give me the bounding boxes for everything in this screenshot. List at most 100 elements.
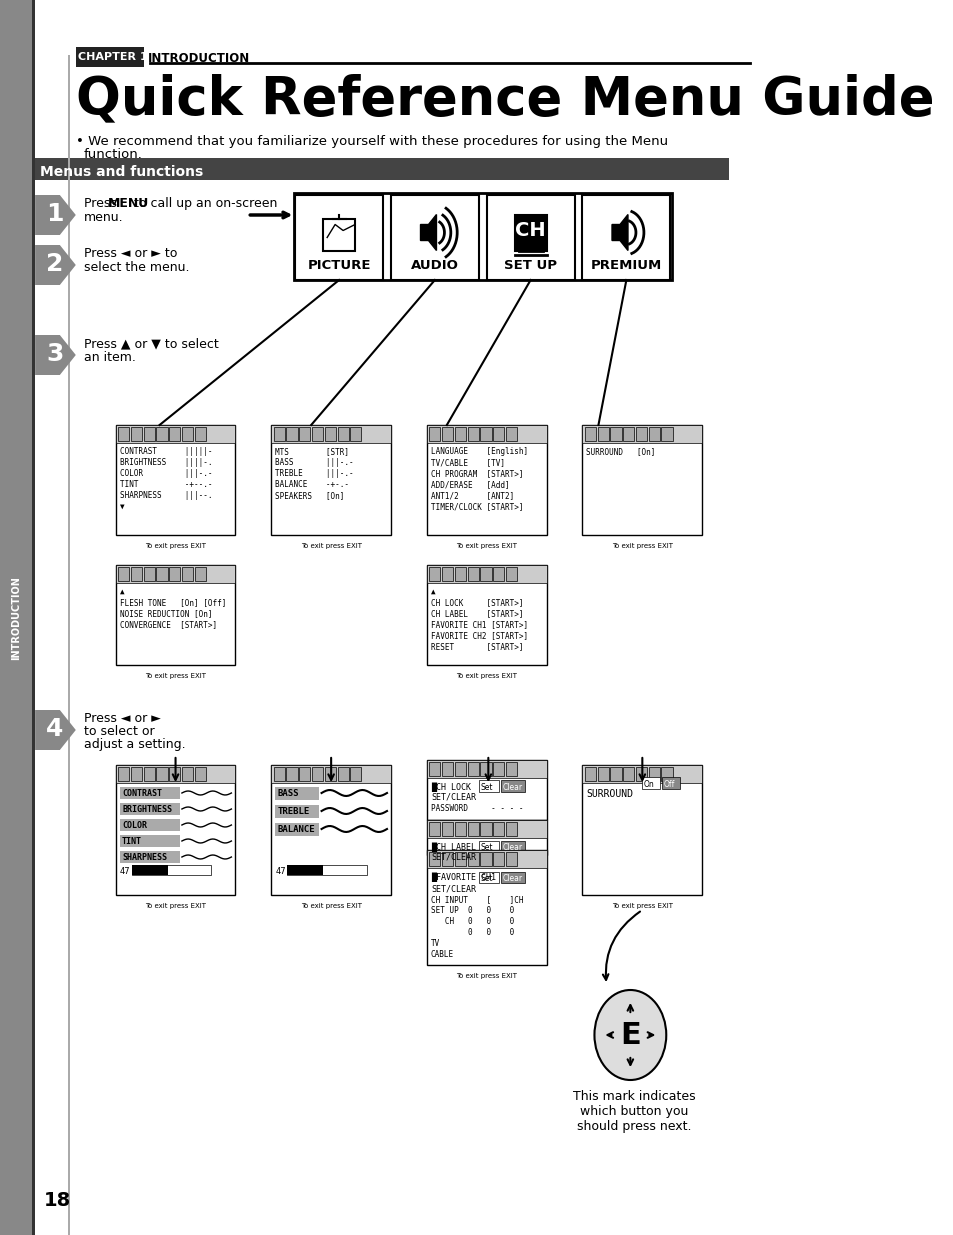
Bar: [505, 762, 517, 776]
Bar: [312, 767, 323, 781]
Text: SET/CLEAR: SET/CLEAR: [431, 884, 476, 893]
Text: MTS        [STR]: MTS [STR]: [275, 447, 349, 456]
Text: 2: 2: [47, 252, 64, 275]
Text: MENU: MENU: [108, 198, 149, 210]
Text: FLESH TONE   [On] [Off]: FLESH TONE [On] [Off]: [119, 598, 226, 606]
Bar: [294, 193, 671, 280]
Bar: [648, 427, 659, 441]
Circle shape: [594, 990, 665, 1079]
Text: COLOR: COLOR: [122, 821, 147, 830]
Text: On: On: [643, 781, 654, 789]
Bar: [505, 427, 517, 441]
Bar: [636, 427, 646, 441]
Bar: [582, 764, 701, 895]
Bar: [597, 427, 608, 441]
Text: CH: CH: [515, 221, 545, 240]
Bar: [144, 567, 154, 580]
Bar: [350, 767, 361, 781]
Text: ADD/ERASE   [Add]: ADD/ERASE [Add]: [431, 480, 509, 489]
Bar: [118, 767, 129, 781]
Bar: [582, 764, 701, 783]
Bar: [426, 760, 546, 778]
Bar: [131, 427, 142, 441]
Bar: [115, 425, 235, 443]
Bar: [610, 767, 621, 781]
Text: To exit press EXIT: To exit press EXIT: [456, 973, 517, 979]
Bar: [480, 852, 491, 866]
Text: an item.: an item.: [84, 351, 135, 364]
Bar: [597, 767, 608, 781]
Text: 0   0    0: 0 0 0: [431, 927, 514, 937]
Bar: [182, 427, 193, 441]
Text: To exit press EXIT: To exit press EXIT: [611, 543, 672, 550]
Text: TINT: TINT: [122, 837, 142, 846]
Bar: [182, 767, 193, 781]
Bar: [480, 762, 491, 776]
Bar: [493, 852, 504, 866]
Bar: [429, 567, 440, 580]
Text: AUDIO: AUDIO: [411, 259, 458, 272]
Bar: [274, 767, 285, 781]
Bar: [429, 823, 440, 836]
Text: ▲: ▲: [119, 587, 124, 597]
Text: 47: 47: [119, 867, 131, 876]
Text: Press ◄ or ►: Press ◄ or ►: [84, 713, 160, 725]
Text: menu.: menu.: [84, 211, 123, 224]
Text: CONTRAST: CONTRAST: [122, 789, 162, 798]
Text: Set: Set: [480, 844, 493, 852]
Bar: [391, 195, 478, 280]
Bar: [426, 850, 546, 868]
Bar: [429, 762, 440, 776]
Bar: [622, 427, 634, 441]
Text: Press ◄ or ► to: Press ◄ or ► to: [84, 247, 177, 261]
Text: SHARPNESS: SHARPNESS: [122, 853, 167, 862]
Polygon shape: [35, 245, 75, 285]
Bar: [500, 872, 524, 883]
Bar: [271, 425, 391, 443]
Bar: [271, 425, 391, 535]
Text: INTRODUCTION: INTRODUCTION: [148, 52, 250, 65]
Text: █FAVORITE CH1: █FAVORITE CH1: [431, 873, 496, 883]
Bar: [299, 427, 310, 441]
Bar: [426, 564, 546, 664]
Bar: [441, 852, 453, 866]
Text: To exit press EXIT: To exit press EXIT: [300, 903, 361, 909]
Bar: [274, 427, 285, 441]
Bar: [505, 852, 517, 866]
Bar: [478, 872, 498, 883]
Text: TV: TV: [431, 939, 439, 948]
Bar: [582, 195, 670, 280]
Text: Clear: Clear: [502, 874, 522, 883]
Text: 3: 3: [47, 342, 64, 366]
Text: COLOR         |||-.-: COLOR |||-.-: [119, 469, 212, 478]
Bar: [493, 762, 504, 776]
Text: INTRODUCTION: INTRODUCTION: [10, 576, 21, 659]
Text: To exit press EXIT: To exit press EXIT: [145, 673, 206, 679]
Bar: [500, 841, 524, 852]
Text: CH LABEL    [START>]: CH LABEL [START>]: [431, 609, 523, 618]
Text: PASSWORD     - - - -: PASSWORD - - - -: [431, 804, 523, 813]
Bar: [636, 767, 646, 781]
Bar: [324, 427, 335, 441]
Bar: [648, 767, 659, 781]
Bar: [426, 820, 546, 839]
Bar: [169, 427, 180, 441]
Polygon shape: [612, 215, 627, 251]
Text: to select or: to select or: [84, 725, 154, 739]
Bar: [75, 47, 144, 67]
Bar: [287, 864, 367, 876]
Bar: [350, 427, 361, 441]
Bar: [426, 564, 546, 583]
Bar: [169, 767, 180, 781]
Bar: [337, 767, 349, 781]
Bar: [144, 427, 154, 441]
Bar: [610, 427, 621, 441]
Bar: [118, 427, 129, 441]
Bar: [505, 567, 517, 580]
Text: To exit press EXIT: To exit press EXIT: [145, 903, 206, 909]
Bar: [115, 425, 235, 535]
Text: CABLE: CABLE: [431, 950, 454, 960]
Text: ▼: ▼: [119, 501, 124, 511]
Bar: [169, 567, 180, 580]
Bar: [119, 803, 179, 815]
